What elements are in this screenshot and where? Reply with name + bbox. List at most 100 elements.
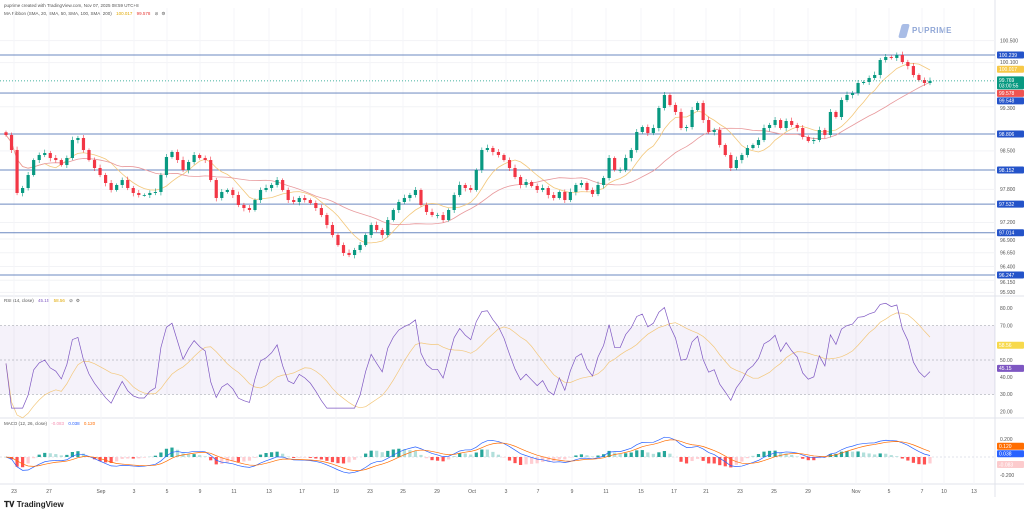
macd-histogram-bar (502, 457, 506, 458)
macd-histogram-bar (192, 454, 196, 457)
macd-histogram-bar (142, 457, 146, 458)
rsi-legend[interactable]: RSI (14, close) 45.15 58.56 ⊘ ⚙ (4, 298, 83, 304)
eye-icon[interactable]: ⊘ (69, 298, 73, 303)
puprime-wordmark: PUPRIME (912, 26, 952, 36)
macd-histogram-bar (734, 457, 738, 465)
macd-histogram-bar (137, 457, 141, 459)
ma-ribbon-legend[interactable]: MA Ribbon (SMA, 20, SMA, 50, SMA, 100, S… (4, 11, 168, 17)
macd-histogram-bar (801, 457, 805, 459)
tradingview-logo[interactable]: 𝐓𝐕 TradingView (4, 500, 64, 510)
macd-histogram-bar (696, 457, 700, 459)
candle (524, 182, 528, 185)
macd-histogram-bar (159, 452, 163, 457)
ma-fast-line (5, 63, 931, 244)
level-price-text: 97.532 (999, 202, 1015, 208)
macd-histogram-bar (303, 457, 307, 458)
macd-histogram-bar (618, 453, 622, 457)
candle (458, 184, 462, 196)
macd-histogram-bar (740, 457, 744, 462)
rsi-ma-line (5, 312, 931, 419)
eye-icon[interactable]: ⊘ (154, 11, 159, 16)
macd-histogram-bar (20, 457, 25, 468)
macd-histogram-bar (635, 450, 639, 457)
candle (81, 137, 86, 150)
level-price-text: 100.239 (999, 53, 1017, 59)
macd-histogram-bar (657, 452, 661, 457)
level-price-label (997, 229, 1024, 237)
macd-histogram-bar (269, 452, 274, 457)
macd-histogram-bar (668, 453, 672, 457)
date-tick: 19 (333, 489, 339, 495)
level-price-text: 96.247 (999, 273, 1015, 279)
candle (784, 121, 788, 129)
date-tick: 23 (737, 489, 743, 495)
candle (707, 120, 711, 132)
candle (319, 208, 323, 216)
candle (596, 184, 600, 195)
candle (646, 127, 650, 134)
candle (170, 151, 174, 157)
level-price-label (997, 97, 1024, 105)
candle (330, 224, 335, 236)
candle (812, 140, 816, 142)
macd-value: 0.038 (68, 421, 80, 426)
macd-histogram-bar (701, 457, 705, 461)
candle (662, 95, 667, 109)
level-price-label (997, 271, 1024, 279)
candle (386, 220, 390, 236)
candle (530, 182, 534, 186)
candle (895, 55, 899, 58)
candle (541, 188, 545, 190)
macd-histogram-bar (26, 457, 30, 464)
candle (181, 160, 185, 170)
candle (884, 56, 888, 61)
candle (364, 235, 368, 246)
settings-icon[interactable]: ⚙ (161, 11, 166, 16)
settings-icon[interactable]: ⚙ (75, 298, 80, 303)
macd-histogram-bar (413, 450, 418, 457)
macd-histogram-bar (59, 455, 63, 457)
macd-histogram-bar (485, 449, 489, 457)
macd-histogram-bar (435, 457, 440, 461)
candle (718, 129, 722, 145)
candle (247, 208, 252, 210)
level-price-label (997, 130, 1024, 138)
macd-histogram-bar (518, 457, 523, 465)
candle (679, 111, 683, 129)
candle (269, 184, 274, 189)
candle (845, 95, 849, 101)
candle (546, 188, 550, 196)
date-tick: 9 (199, 489, 202, 495)
macd-histogram-bar (43, 452, 47, 457)
candle (828, 111, 833, 136)
candle (87, 149, 91, 161)
price-tick: 96.900 (1000, 238, 1016, 244)
macd-histogram-bar (153, 455, 157, 457)
macd-histogram-bar (557, 457, 561, 460)
macd-histogram-bar (408, 450, 412, 457)
candle (142, 195, 146, 196)
level-price-label (997, 51, 1024, 59)
macd-histogram-bar (186, 454, 191, 457)
candle (496, 151, 501, 156)
price-tick: 100.100 (1000, 60, 1018, 66)
macd-legend[interactable]: MACD (12, 26, close) -0.083 0.038 0.120 (4, 421, 98, 426)
rsi-value-label (997, 364, 1024, 372)
macd-histogram-bar (375, 450, 379, 457)
ma-ribbon-value-2: 99.578 (136, 11, 151, 16)
candle (795, 124, 799, 129)
macd-histogram-bar (469, 454, 473, 457)
date-tick: 25 (771, 489, 777, 495)
macd-histogram-bar (386, 450, 390, 457)
candle (325, 215, 329, 225)
macd-histogram-bar (862, 452, 866, 457)
candle (137, 192, 141, 196)
macd-histogram-bar (535, 457, 539, 464)
macd-histogram-bar (120, 457, 124, 459)
date-tick: 21 (703, 489, 709, 495)
macd-histogram-bar (364, 453, 368, 457)
macd-histogram-bar (214, 457, 218, 465)
candle (4, 132, 8, 136)
candle (231, 189, 235, 196)
